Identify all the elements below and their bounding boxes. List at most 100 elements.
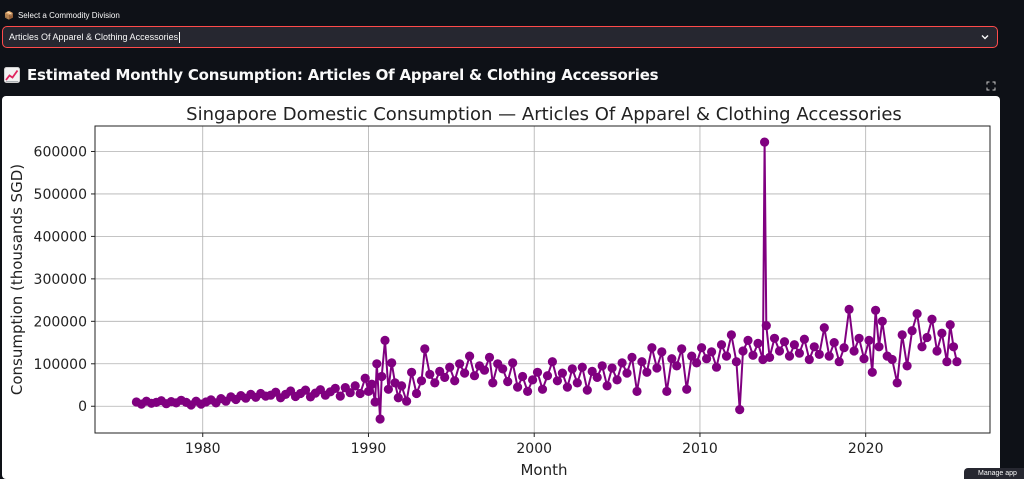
data-point bbox=[667, 354, 677, 364]
data-point bbox=[839, 343, 849, 353]
data-point bbox=[402, 396, 412, 406]
x-tick-label: 2000 bbox=[516, 441, 552, 457]
data-point bbox=[721, 351, 732, 361]
data-point bbox=[844, 304, 854, 314]
data-point bbox=[761, 321, 771, 331]
data-point bbox=[927, 314, 937, 324]
data-point bbox=[445, 362, 455, 372]
data-point bbox=[637, 357, 647, 367]
data-point bbox=[397, 381, 407, 391]
data-point bbox=[330, 383, 340, 393]
data-point bbox=[537, 384, 548, 394]
data-point bbox=[425, 369, 435, 379]
axes-frame bbox=[94, 125, 991, 434]
data-point bbox=[455, 359, 465, 369]
data-point bbox=[859, 354, 869, 364]
data-point bbox=[912, 309, 922, 319]
x-tick-label: 1990 bbox=[351, 441, 387, 457]
chart-title: Singapore Domestic Consumption — Article… bbox=[186, 104, 902, 125]
data-point bbox=[383, 384, 393, 394]
data-point bbox=[789, 340, 800, 350]
data-point bbox=[642, 367, 652, 377]
data-point bbox=[363, 386, 374, 396]
data-point bbox=[854, 333, 864, 343]
data-point bbox=[864, 335, 874, 345]
text-cursor bbox=[179, 31, 181, 43]
data-point bbox=[617, 358, 627, 368]
data-point bbox=[300, 385, 311, 395]
data-point bbox=[932, 346, 942, 356]
section-title: Estimated Monthly Consumption: Articles … bbox=[27, 66, 659, 84]
data-point bbox=[460, 368, 470, 378]
data-point bbox=[465, 351, 475, 361]
data-point bbox=[716, 340, 727, 350]
data-point bbox=[662, 386, 672, 396]
data-point bbox=[372, 359, 382, 369]
chart-container: 1980 1990 2000 2010 2020 0 100000 200000 300000 4… bbox=[2, 96, 1000, 479]
data-point bbox=[697, 343, 707, 353]
data-point bbox=[945, 320, 955, 330]
data-point bbox=[375, 414, 385, 424]
data-point bbox=[677, 344, 687, 354]
data-point bbox=[849, 346, 859, 356]
data-point bbox=[355, 388, 365, 399]
data-point bbox=[942, 357, 952, 367]
data-point bbox=[612, 375, 622, 385]
y-tick-label: 200000 bbox=[34, 314, 87, 330]
data-point bbox=[484, 352, 495, 362]
data-point bbox=[577, 362, 587, 372]
data-point bbox=[523, 386, 533, 396]
data-point bbox=[582, 385, 592, 395]
consumption-chart: 1980 1990 2000 2010 2020 0 100000 200000 300000 4… bbox=[8, 104, 991, 479]
data-point bbox=[469, 371, 480, 381]
y-tick-label: 400000 bbox=[34, 229, 87, 245]
data-point bbox=[902, 361, 912, 371]
data-point bbox=[450, 376, 460, 386]
data-point bbox=[779, 337, 790, 347]
data-point bbox=[948, 342, 959, 352]
data-point bbox=[360, 373, 370, 383]
data-point bbox=[647, 343, 657, 353]
data-point bbox=[387, 358, 397, 368]
data-point bbox=[907, 326, 917, 336]
data-point bbox=[562, 382, 573, 392]
data-point bbox=[488, 378, 498, 388]
data-point bbox=[420, 344, 430, 354]
manage-app-button[interactable]: Manage app bbox=[964, 468, 1024, 479]
data-point bbox=[748, 350, 758, 360]
data-point bbox=[345, 388, 355, 398]
data-point bbox=[632, 386, 642, 396]
data-point bbox=[592, 372, 602, 382]
data-point bbox=[692, 358, 702, 368]
y-tick-label: 100000 bbox=[34, 357, 87, 373]
data-point bbox=[335, 391, 345, 401]
data-point bbox=[760, 137, 770, 147]
data-point bbox=[922, 332, 932, 343]
y-axis-label: Consumption (thousands SGD) bbox=[8, 164, 26, 395]
data-point bbox=[952, 357, 962, 367]
data-point bbox=[532, 367, 543, 377]
fullscreen-icon[interactable] bbox=[986, 81, 996, 91]
data-point bbox=[874, 342, 884, 352]
y-tick-label: 600000 bbox=[34, 144, 87, 160]
chart-increasing-icon bbox=[4, 67, 20, 83]
data-point bbox=[518, 371, 528, 382]
commodity-division-select[interactable]: Articles Of Apparel & Clothing Accessori… bbox=[2, 26, 998, 48]
data-point bbox=[784, 351, 795, 361]
data-point bbox=[687, 351, 697, 361]
x-tick-label: 2010 bbox=[682, 441, 718, 457]
data-point bbox=[380, 335, 390, 345]
data-point bbox=[370, 397, 380, 407]
section-heading: Estimated Monthly Consumption: Articles … bbox=[4, 66, 659, 84]
data-point bbox=[937, 328, 947, 338]
data-point bbox=[794, 348, 805, 358]
data-point bbox=[552, 376, 563, 386]
data-point bbox=[738, 346, 748, 356]
data-point bbox=[350, 381, 360, 391]
data-point bbox=[416, 376, 427, 386]
data-point bbox=[479, 365, 490, 375]
data-point bbox=[877, 316, 887, 326]
chevron-down-icon[interactable] bbox=[979, 31, 991, 43]
data-point bbox=[367, 379, 377, 389]
data-point bbox=[513, 382, 523, 392]
